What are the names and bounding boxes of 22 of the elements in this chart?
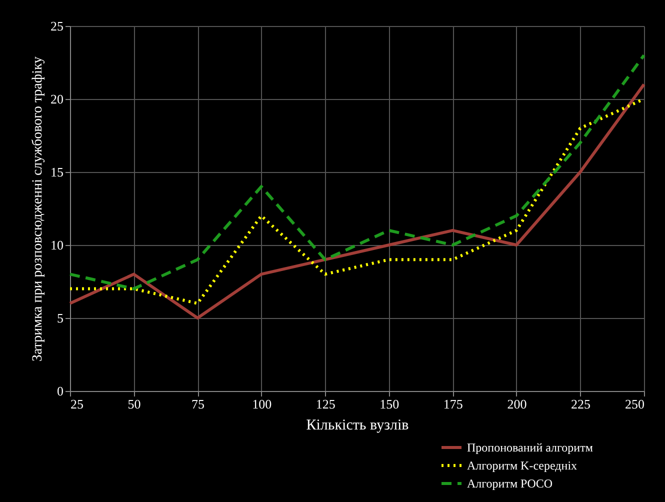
x-tick-label: 175	[443, 396, 463, 412]
x-tick-label: 200	[507, 396, 527, 412]
x-tick-label: 125	[316, 396, 336, 412]
x-tick-label: 150	[380, 396, 400, 412]
y-tick-label: 15	[50, 164, 64, 180]
y-tick-label: 0	[57, 384, 64, 398]
x-tick-label: 100	[252, 396, 272, 412]
line-series	[68, 54, 646, 290]
x-axis-title: Кількість вузлів	[306, 418, 409, 434]
legend-label: Алгоритм POCO	[467, 476, 553, 490]
x-tick-label: 250	[625, 396, 644, 412]
y-axis-title: Затримка при розповсюдженні службового трафіку	[30, 56, 46, 362]
y-tick-label: 25	[50, 18, 64, 34]
legend-label: Алгоритм K-середніх	[467, 458, 578, 472]
y-tick-label: 20	[50, 92, 64, 106]
x-tick-label: 225	[570, 396, 590, 412]
x-tick-label: 50	[128, 396, 141, 412]
y-tick-label: 5	[57, 310, 64, 326]
legend-label: Пропонований алгоритм	[467, 440, 594, 454]
x-tick-label: 25	[70, 396, 84, 412]
x-tick-label: 75	[192, 396, 205, 412]
y-tick-label: 10	[50, 238, 64, 252]
